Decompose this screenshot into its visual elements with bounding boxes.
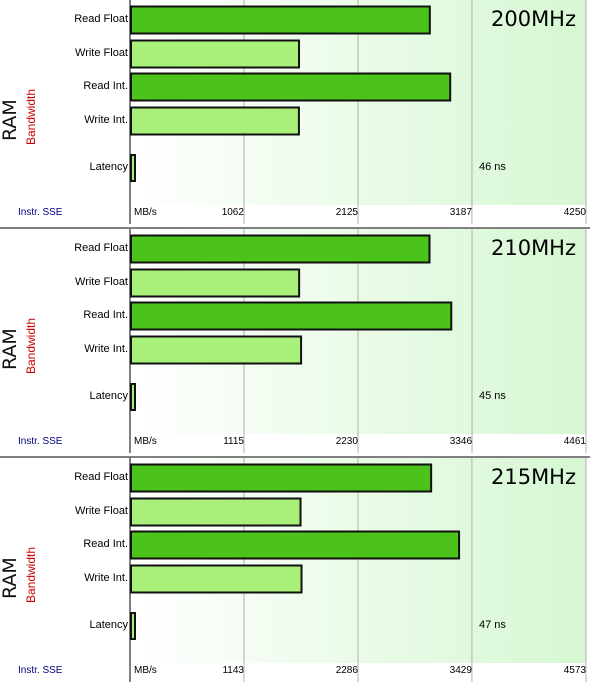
- x-tick-label: 1062: [221, 207, 244, 218]
- category-label: Write Float: [75, 276, 128, 288]
- category-label: Write Float: [75, 47, 128, 59]
- bar-read-int: [130, 530, 461, 560]
- panel-title: 200MHz: [490, 7, 576, 31]
- unit-label: MB/s: [134, 436, 157, 447]
- instr-label: Instr. SSE: [18, 207, 63, 218]
- chart-plot: [129, 229, 587, 453]
- bar-latency: [130, 612, 136, 640]
- unit-label: MB/s: [134, 207, 157, 218]
- bar-read-float: [130, 463, 433, 493]
- bar-read-int: [130, 301, 453, 331]
- x-tick-label: 1143: [222, 665, 244, 676]
- panel-separator: [0, 456, 590, 458]
- chart-panel: RAM Bandwidth Read Float Write Float Read In…: [0, 458, 590, 685]
- instr-label: Instr. SSE: [18, 665, 63, 676]
- bar-read-float: [130, 234, 431, 264]
- x-tick-label: 3187: [449, 207, 472, 218]
- latency-value: 45 ns: [479, 390, 506, 402]
- x-tick-label: 2286: [335, 665, 358, 676]
- category-label: Latency: [89, 619, 128, 631]
- x-tick-label: 4461: [563, 436, 586, 447]
- latency-value: 47 ns: [479, 619, 506, 631]
- bar-write-int: [130, 564, 303, 594]
- chart-panel: RAM Bandwidth Read Float Write Float Read In…: [0, 0, 590, 229]
- panel-title: 215MHz: [490, 465, 576, 489]
- x-tick-label: 2125: [335, 207, 358, 218]
- bar-write-float: [130, 268, 301, 298]
- x-tick-label: 3429: [449, 665, 472, 676]
- x-tick-label: 1115: [223, 436, 244, 447]
- category-label: Read Int.: [83, 80, 128, 92]
- bar-latency: [130, 383, 136, 411]
- bar-read-float: [130, 5, 431, 35]
- bar-write-float: [130, 497, 302, 527]
- bar-write-int: [130, 106, 300, 136]
- bar-latency: [130, 154, 136, 182]
- x-tick-label: 4573: [563, 665, 586, 676]
- category-label: Latency: [89, 161, 128, 173]
- category-label: Read Float: [74, 471, 128, 483]
- category-label: Read Int.: [83, 538, 128, 550]
- instr-label: Instr. SSE: [18, 436, 63, 447]
- category-label: Read Int.: [83, 309, 128, 321]
- category-label: Write Int.: [84, 572, 128, 584]
- bar-write-int: [130, 335, 303, 365]
- latency-value: 46 ns: [479, 161, 506, 173]
- x-tick-label: 2230: [335, 436, 358, 447]
- chart-plot: [129, 458, 587, 682]
- chart-plot: [129, 0, 587, 224]
- category-label: Read Float: [74, 242, 128, 254]
- x-tick-label: 3346: [449, 436, 473, 447]
- category-label: Write Int.: [84, 343, 128, 355]
- panel-separator: [0, 227, 590, 229]
- category-label: Latency: [89, 390, 128, 402]
- bar-read-int: [130, 72, 452, 102]
- category-label: Write Int.: [84, 114, 128, 126]
- x-tick-label: 4250: [563, 207, 586, 218]
- chart-panel: RAM Bandwidth Read Float Write Float Read In…: [0, 229, 590, 458]
- unit-label: MB/s: [134, 665, 157, 676]
- category-label: Write Float: [75, 505, 128, 517]
- panel-title: 210MHz: [490, 236, 576, 260]
- category-label: Read Float: [74, 13, 128, 25]
- bar-write-float: [130, 39, 301, 69]
